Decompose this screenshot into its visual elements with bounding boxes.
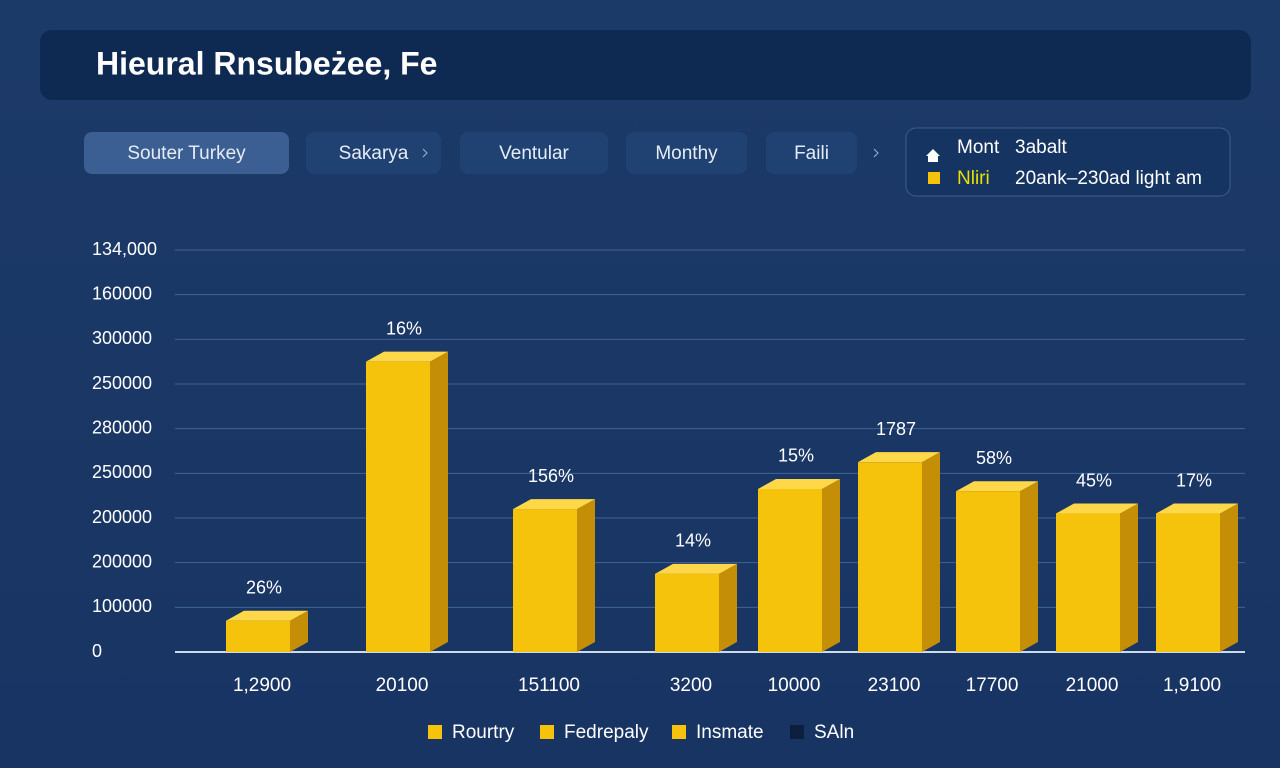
x-tick-label: 23100 [868,675,921,696]
y-tick-label: 200000 [92,551,152,571]
legend-label: Insmate [696,722,764,743]
y-tick-label: 100000 [92,596,152,616]
bar-annotation: 16% [386,318,422,338]
x-tick-label: 1,2900 [233,675,291,696]
info-box [905,127,1231,197]
bar [858,462,922,652]
bar-side [922,452,940,652]
x-tick-label: 151100 [518,675,580,696]
y-tick-label: 300000 [92,328,152,348]
legend-swatch [672,725,686,739]
home-icon [926,149,940,162]
tab[interactable] [766,132,857,174]
y-tick-label: 160000 [92,283,152,303]
tab-label[interactable]: Sakarya [339,143,409,164]
legend-label: Rourtry [452,722,515,743]
info-label: Nliri [957,168,990,189]
bar [513,509,577,652]
x-tick-label: 1,9100 [1163,675,1221,696]
bar-top [956,481,1038,492]
bar-annotation: 14% [675,531,711,551]
x-tick-label: 17700 [966,675,1019,696]
y-tick-label: 0 [92,641,102,661]
tab[interactable] [460,132,608,174]
y-tick-label: 280000 [92,417,152,437]
y-tick-label: 250000 [92,462,152,482]
bar-top [366,351,448,362]
bar-side [290,610,308,652]
legend-label: SAln [814,722,854,743]
tab-label[interactable]: Faili [794,143,829,164]
tab[interactable] [306,132,441,174]
bar-annotation: 17% [1176,470,1212,490]
chevron [422,148,428,158]
bar [1156,513,1220,652]
bar-top [1156,503,1238,514]
bar [655,573,719,652]
bar-top [655,563,737,574]
bar-side [1220,503,1238,652]
bar-top [226,610,308,621]
header-title: Hieural Rnsubeżee, Fe [96,45,437,81]
bar-annotation: 1787 [876,419,916,439]
tab-label[interactable]: Ventular [499,143,569,164]
bar-annotation: 26% [246,577,282,597]
bar-side [822,478,840,652]
bar [226,620,290,652]
bar-side [1020,481,1038,652]
bar-side [1120,503,1138,652]
bar-annotation: 58% [976,448,1012,468]
y-tick-label: 200000 [92,507,152,527]
x-tick-label: 3200 [670,675,712,696]
legend-swatch [540,725,554,739]
x-tick-label: 20100 [376,675,429,696]
tab-label[interactable]: Monthy [655,143,718,164]
legend-swatch [428,725,442,739]
bar-top [758,478,840,489]
y-tick-label: 250000 [92,373,152,393]
tab[interactable] [84,132,289,174]
y-tick-label: 134,000 [92,239,157,259]
bar-side [430,351,448,652]
info-label: Mont [957,137,1000,158]
legend-label: Fedrepaly [564,722,649,743]
tab[interactable] [626,132,747,174]
bar [956,491,1020,652]
bar-side [719,563,737,652]
bar [1056,513,1120,652]
info-swatch [928,172,940,184]
bar [758,488,822,652]
bar-top [513,499,595,510]
bar-annotation: 45% [1076,470,1112,490]
x-tick-label: 10000 [768,675,821,696]
info-text: 3abalt [1015,137,1067,158]
bar-annotation: 156% [528,466,574,486]
bar-annotation: 15% [778,446,814,466]
bar-side [577,499,595,652]
tab-label[interactable]: Souter Turkey [127,143,246,164]
bar [366,361,430,652]
info-text: 20ank–230ad light am [1015,168,1202,189]
header-bar [40,30,1251,100]
x-tick-label: 21000 [1066,675,1119,696]
bar-top [1056,503,1138,514]
legend-swatch [790,725,804,739]
bar-top [858,452,940,463]
chevron [873,148,879,158]
